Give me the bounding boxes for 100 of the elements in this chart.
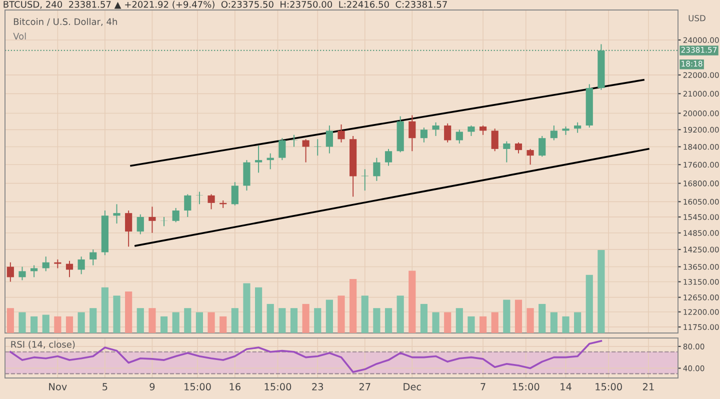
bar (314, 308, 322, 333)
candlestick (538, 136, 546, 158)
bar (231, 308, 238, 333)
chart-title: RSI (14, close) (11, 340, 75, 349)
bar (184, 308, 192, 333)
bar (302, 304, 310, 333)
bar (30, 316, 38, 333)
bar (326, 300, 333, 333)
candlestick (574, 122, 582, 134)
bar (503, 300, 510, 333)
line-series (10, 340, 602, 373)
candlestick (491, 128, 498, 152)
bar (408, 270, 416, 333)
bar (373, 308, 380, 333)
chart-title: Vol (13, 32, 26, 40)
bar (172, 312, 180, 333)
x-tick-label: Nov (49, 383, 67, 390)
x-tick-label: 15:00 (596, 383, 622, 390)
candlestick (136, 214, 144, 235)
bar (278, 308, 286, 333)
bar (243, 283, 250, 333)
candlestick (384, 148, 392, 166)
x-tick-label: 15:00 (512, 383, 540, 390)
candlestick (125, 210, 132, 248)
bar (113, 296, 120, 333)
candlestick (432, 122, 440, 136)
candlestick (338, 124, 345, 143)
candlestick (18, 266, 26, 281)
bar (420, 304, 428, 333)
bar (136, 308, 144, 333)
bar (290, 308, 298, 333)
bar (598, 250, 605, 333)
x-tick-label: 7 (480, 383, 486, 390)
candlestick (408, 114, 416, 152)
candlestick (278, 138, 286, 161)
bar (66, 316, 74, 333)
candlestick (326, 125, 333, 154)
x-tick-label: 27 (359, 383, 370, 390)
candlestick (42, 256, 50, 272)
candlestick (90, 248, 97, 266)
candlestick (172, 207, 180, 223)
bar (54, 316, 62, 333)
candlestick (160, 216, 168, 227)
candlestick (420, 127, 428, 143)
x-tick-label: 9 (150, 383, 155, 390)
bar (101, 287, 108, 333)
candlestick (66, 260, 74, 278)
candlestick (78, 256, 85, 275)
bar (361, 296, 368, 333)
candlestick (255, 145, 262, 174)
bar (479, 316, 487, 333)
candlestick (314, 138, 322, 156)
x-tick-label: Dec (404, 383, 421, 390)
bar (220, 316, 227, 333)
candlestick (373, 157, 380, 182)
candlestick (196, 191, 204, 205)
candlestick (231, 182, 238, 206)
candlestick (302, 138, 310, 163)
candlestick (184, 194, 192, 218)
x-tick-label: 5 (102, 383, 108, 390)
bar (526, 308, 534, 333)
x-tick-label: 16 (230, 383, 240, 390)
bar (196, 312, 204, 333)
bar (538, 304, 546, 333)
bar (255, 287, 262, 333)
text: Bitcoin / U.S. Dollar, 4h (14, 18, 117, 26)
candlestick (113, 204, 120, 224)
bar (444, 312, 452, 333)
x-tick-label: 21 (642, 383, 654, 390)
bar (550, 312, 558, 333)
bar (125, 292, 132, 333)
bar (562, 316, 570, 333)
x-tick-label: 14 (560, 383, 572, 390)
bar (160, 316, 168, 333)
text: BTCUSD, 240 23381.57 ▲ +2021.92 (+9.47%) O:23375.50 H:23750.00 L:22416.50 C:23381.57 (4, 0, 447, 9)
bar (350, 279, 357, 333)
bar (491, 312, 498, 333)
bar (78, 312, 85, 333)
candlestick (208, 194, 215, 210)
x-tick-label: 15:00 (184, 383, 211, 390)
bar (396, 296, 404, 333)
candlestick (456, 129, 463, 144)
bar (468, 316, 475, 333)
bar (6, 308, 14, 333)
candlestick (526, 148, 534, 166)
bar (18, 312, 26, 333)
candlestick (550, 125, 558, 141)
bar (90, 308, 97, 333)
bar (514, 300, 522, 333)
bar (456, 308, 463, 333)
bar (208, 312, 215, 333)
bar (266, 304, 274, 333)
y-axis-title: USD (688, 14, 706, 22)
candlestick (503, 140, 510, 163)
candlestick (243, 160, 250, 192)
bar (586, 274, 593, 333)
candlestick (148, 206, 156, 234)
candlestick (514, 142, 522, 154)
bar (432, 312, 440, 333)
candlestick (6, 262, 14, 282)
